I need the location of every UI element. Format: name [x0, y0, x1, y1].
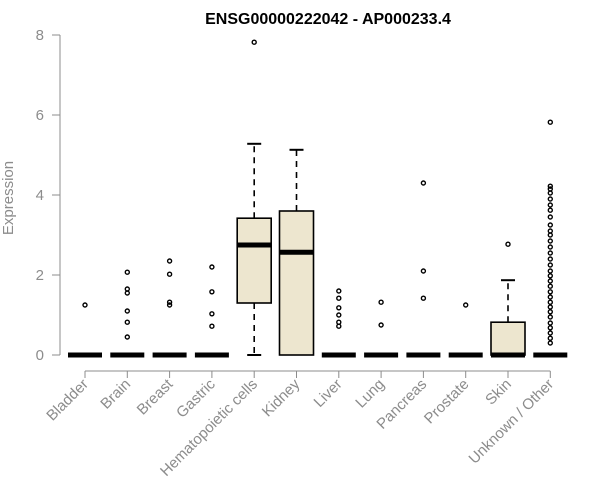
outlier-point [209, 264, 215, 270]
x-tick-label: Brain [97, 376, 134, 413]
outlier-point [547, 262, 553, 268]
x-tick-label: Bladder [43, 376, 92, 425]
x-tick-label: Lung [352, 376, 388, 412]
outlier-point [336, 319, 342, 325]
outlier-point [336, 295, 342, 301]
outlier-point [547, 250, 553, 256]
iqr-box [490, 321, 526, 356]
outlier-point [209, 311, 215, 317]
outlier-point [547, 340, 553, 346]
x-tick-label: Breast [134, 375, 177, 418]
outlier-point [547, 335, 553, 341]
outlier-point [82, 302, 88, 308]
outlier-point [420, 180, 427, 186]
x-tick-label: Kidney [259, 375, 304, 420]
outlier-point [547, 244, 553, 250]
y-tick-label: 6 [36, 107, 44, 124]
outlier-point [547, 278, 553, 284]
outlier-point [547, 196, 553, 202]
box-skin [490, 279, 526, 358]
iqr-box [278, 210, 315, 356]
outlier-point [336, 288, 342, 294]
outlier-point [547, 289, 553, 295]
outlier-point [166, 299, 173, 305]
outlier-point [166, 302, 173, 308]
outlier-point [547, 186, 553, 192]
y-tick-label: 4 [36, 187, 44, 204]
outlier-point [547, 294, 553, 300]
outlier-point [378, 299, 384, 305]
outlier-point [547, 299, 553, 305]
y-axis-label: Expression [0, 161, 17, 235]
outlier-point [547, 183, 553, 189]
outlier-point [547, 268, 553, 274]
y-tick-label: 0 [36, 347, 44, 364]
outlier-point [547, 283, 553, 289]
outlier-point [547, 330, 553, 336]
outlier-point [463, 302, 469, 308]
outlier-point [547, 222, 553, 228]
iqr-box [236, 217, 272, 304]
outlier-point [547, 273, 553, 279]
chart-title: ENSG00000222042 - AP000233.4 [205, 11, 451, 28]
outlier-point [547, 320, 553, 326]
outlier-point [505, 241, 511, 247]
outlier-point [420, 268, 427, 274]
outlier-point [124, 269, 131, 275]
outlier-point [547, 207, 553, 213]
box-kidney [278, 148, 315, 356]
outlier-point [166, 258, 173, 264]
outlier-point [420, 295, 427, 301]
outlier-point [378, 322, 384, 328]
outlier-point [124, 286, 131, 292]
outlier-point [124, 308, 131, 314]
outlier-point [209, 323, 215, 329]
outlier-point [251, 39, 257, 45]
outlier-point [166, 271, 173, 277]
x-tick-label: Liver [311, 376, 346, 411]
outlier-point [547, 325, 553, 331]
outlier-point [547, 202, 553, 208]
outlier-point [547, 309, 553, 315]
box-series [68, 142, 568, 358]
outlier-point [547, 228, 553, 234]
outlier-point [336, 305, 342, 311]
outlier-point [547, 256, 553, 262]
x-tick-label: Skin [482, 376, 515, 409]
outlier-point [547, 304, 553, 310]
outlier-point [547, 314, 553, 320]
outlier-point [336, 312, 342, 318]
outlier-point [209, 289, 215, 295]
outlier-point [124, 334, 131, 340]
box-hematopoietic-cells [236, 142, 272, 356]
outlier-point [124, 319, 131, 325]
axes: 0 2 4 6 8 [36, 27, 551, 378]
outlier-point [547, 119, 553, 125]
y-tick-label: 2 [36, 267, 44, 284]
outlier-point [547, 238, 553, 244]
y-tick-label: 8 [36, 27, 44, 44]
outlier-points [82, 39, 553, 346]
outlier-point [547, 214, 553, 220]
x-tick-label: Prostate [421, 376, 473, 428]
